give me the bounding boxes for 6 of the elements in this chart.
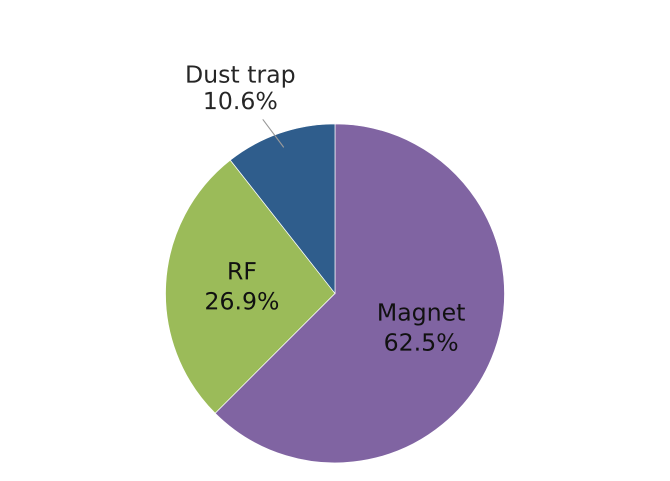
- slice-label: RF: [229, 262, 256, 280]
- data-label: 10.6%: [205, 92, 277, 110]
- data-label: 62.5%: [385, 333, 458, 351]
- slice-label: Magnet: [379, 303, 465, 326]
- data-label: 26.9%: [206, 292, 278, 310]
- slice-label: Dust trap: [187, 65, 294, 88]
